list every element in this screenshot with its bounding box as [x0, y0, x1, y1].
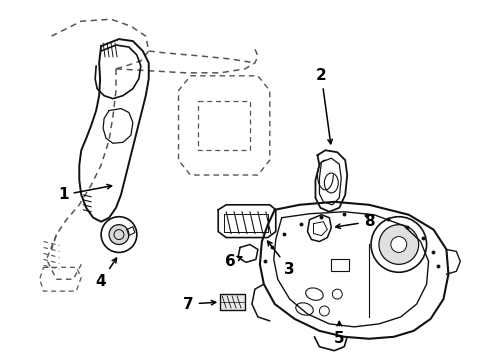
- FancyBboxPatch shape: [220, 294, 245, 310]
- Text: 5: 5: [334, 321, 344, 346]
- Text: 1: 1: [58, 184, 112, 202]
- Text: 6: 6: [225, 254, 242, 269]
- Text: 3: 3: [268, 241, 295, 277]
- Text: 7: 7: [183, 297, 216, 311]
- Circle shape: [101, 217, 137, 252]
- Circle shape: [371, 217, 427, 272]
- Circle shape: [109, 225, 129, 244]
- Text: 8: 8: [336, 214, 374, 229]
- Text: 2: 2: [316, 68, 332, 144]
- Circle shape: [391, 237, 407, 252]
- Circle shape: [379, 225, 418, 264]
- Text: 4: 4: [96, 258, 117, 289]
